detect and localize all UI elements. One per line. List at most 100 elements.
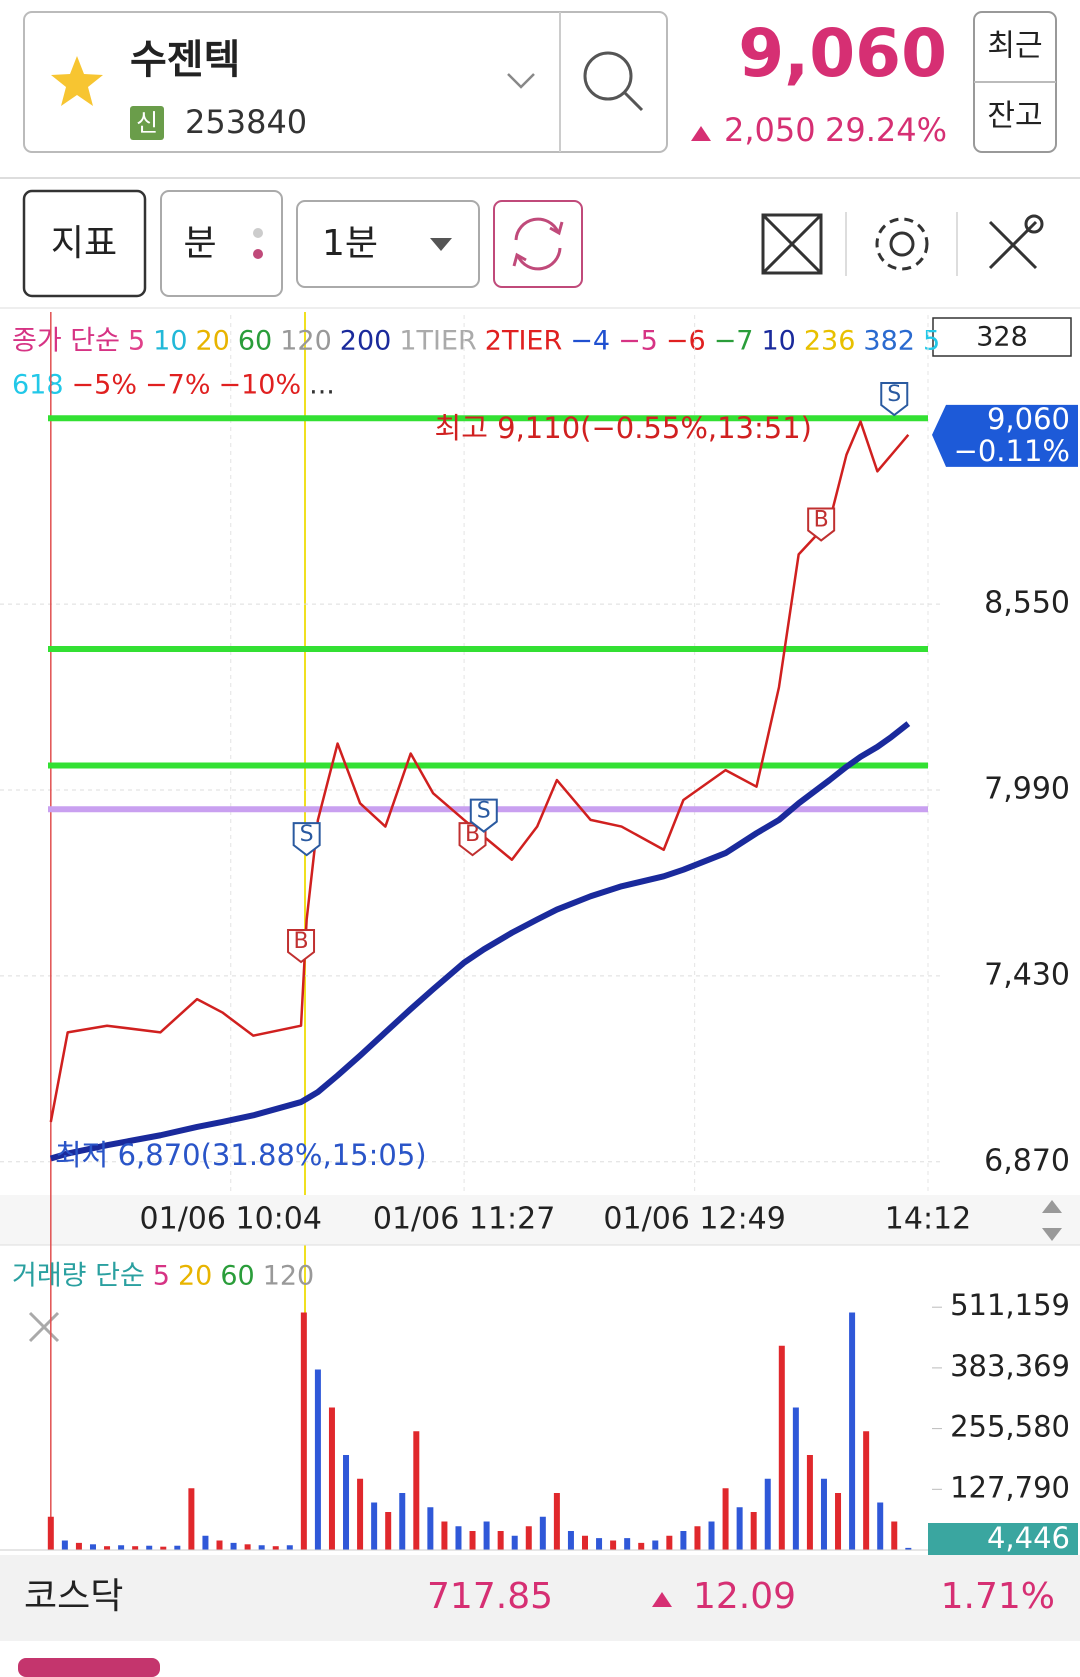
volume-bar	[708, 1521, 715, 1550]
price-change: 2,050	[724, 111, 816, 149]
index-rate: 1.71%	[941, 1576, 1055, 1617]
volume-bar	[778, 1345, 785, 1550]
volume-bar	[581, 1535, 588, 1550]
y-tick-label: 127,790	[950, 1470, 1070, 1504]
volume-bar	[455, 1526, 462, 1550]
volume-bar	[539, 1516, 546, 1550]
legend-item: 10	[153, 326, 187, 357]
high-annotation: 최고 9,110(−0.55%,13:51)	[435, 411, 812, 445]
volume-bar	[835, 1493, 842, 1550]
volume-bar	[469, 1531, 476, 1550]
tools-button[interactable]	[988, 214, 1044, 270]
dropdown-chevron[interactable]	[507, 73, 535, 89]
y-tick-label: 7,430	[984, 957, 1070, 992]
volume-bar	[666, 1535, 673, 1550]
close-volume[interactable]	[28, 1311, 60, 1343]
scroll-arrows[interactable]	[1042, 1200, 1062, 1241]
balance-button[interactable]: 잔고	[987, 99, 1042, 134]
x-tick-label: 01/06 12:49	[603, 1202, 785, 1237]
legend-item: 20	[196, 326, 230, 357]
recent-button[interactable]: 최근	[987, 29, 1042, 64]
fullscreen-button[interactable]	[761, 213, 823, 275]
volume-bar	[61, 1540, 68, 1550]
legend-item: 2TIER	[485, 326, 562, 357]
volume-bar	[764, 1478, 771, 1550]
signal-label: B	[814, 507, 829, 532]
indicator-button[interactable]	[22, 189, 147, 298]
volume-bar	[160, 1546, 167, 1550]
period-select[interactable]	[296, 200, 480, 288]
volume-bar	[89, 1544, 96, 1550]
index-change: 12.09	[693, 1576, 796, 1617]
legend-item: 20	[178, 1261, 212, 1292]
legend-item: −5%	[72, 370, 137, 401]
x-tick-label: 01/06 10:04	[140, 1202, 322, 1237]
legend-item: ...	[309, 370, 335, 401]
bottom-button[interactable]	[18, 1658, 160, 1677]
indicator-label: 지표	[51, 223, 117, 264]
volume-bar	[216, 1540, 223, 1550]
legend-item: −7	[714, 326, 754, 357]
legend-item: 618	[12, 370, 64, 401]
volume-bar	[343, 1455, 350, 1550]
volume-bar	[104, 1546, 111, 1550]
volume-bar	[680, 1531, 687, 1550]
volume-bar	[399, 1493, 406, 1550]
legend-item: 60	[220, 1261, 254, 1292]
legend-item: −10%	[218, 370, 301, 401]
volume-bar	[300, 1312, 307, 1550]
signal-marker: B	[287, 929, 316, 964]
legend-item: 거래량 단순	[12, 1261, 145, 1292]
volume-bar	[553, 1493, 560, 1550]
current-volume: 4,446	[987, 1521, 1070, 1555]
volume-bar	[792, 1407, 799, 1550]
legend-item: 60	[238, 326, 272, 357]
volume-bar	[497, 1531, 504, 1550]
legend-item: 종가 단순	[12, 326, 120, 357]
volume-bar	[596, 1538, 603, 1550]
footer-band	[0, 1555, 1080, 1641]
y-tick-label: 8,550	[984, 586, 1070, 621]
settings-button[interactable]	[875, 217, 929, 271]
volume-bar	[638, 1542, 645, 1550]
low-annotation: 최저 6,870(31.88%,15:05)	[55, 1138, 427, 1172]
legend-item: 5	[153, 1261, 170, 1292]
volume-bar	[483, 1521, 490, 1550]
x-tick-label: 14:12	[885, 1202, 971, 1237]
signal-label: S	[887, 382, 901, 407]
legend-item: 1TIER	[399, 326, 476, 357]
current-price: 9,060	[738, 15, 947, 92]
legend-item: 5	[128, 326, 145, 357]
volume-bar	[624, 1538, 631, 1550]
refresh-button[interactable]	[493, 200, 583, 288]
signal-marker: S	[292, 822, 321, 857]
period-type-label: 분	[183, 223, 216, 264]
stock-selector[interactable]	[23, 11, 668, 153]
volume-bar	[413, 1431, 420, 1550]
volume-bar	[905, 1547, 912, 1550]
stock-name: 수젠텍	[130, 37, 240, 83]
volume-bar	[357, 1478, 364, 1550]
legend-item: 5	[923, 326, 940, 357]
legend-item: 200	[340, 326, 392, 357]
search-button[interactable]	[583, 51, 644, 112]
favorite-star[interactable]	[51, 56, 103, 106]
volume-bar	[174, 1545, 181, 1550]
up-arrow	[652, 1592, 672, 1607]
volume-bar	[202, 1535, 209, 1550]
volume-bar	[47, 1516, 54, 1550]
volume-bar	[244, 1544, 251, 1550]
signal-label: S	[477, 799, 491, 824]
volume-bar	[736, 1507, 743, 1550]
legend-item: 236	[804, 326, 856, 357]
signal-shape	[292, 822, 321, 857]
refresh-icon	[512, 217, 564, 271]
volume-bar	[849, 1312, 856, 1550]
count-box	[932, 317, 1072, 357]
up-arrow	[691, 126, 711, 141]
legend-count: 328	[976, 322, 1028, 353]
last-rate: −0.11%	[954, 434, 1070, 468]
volume-bar	[806, 1455, 813, 1550]
volume-bar	[567, 1531, 574, 1550]
period-type-button[interactable]	[160, 190, 283, 297]
